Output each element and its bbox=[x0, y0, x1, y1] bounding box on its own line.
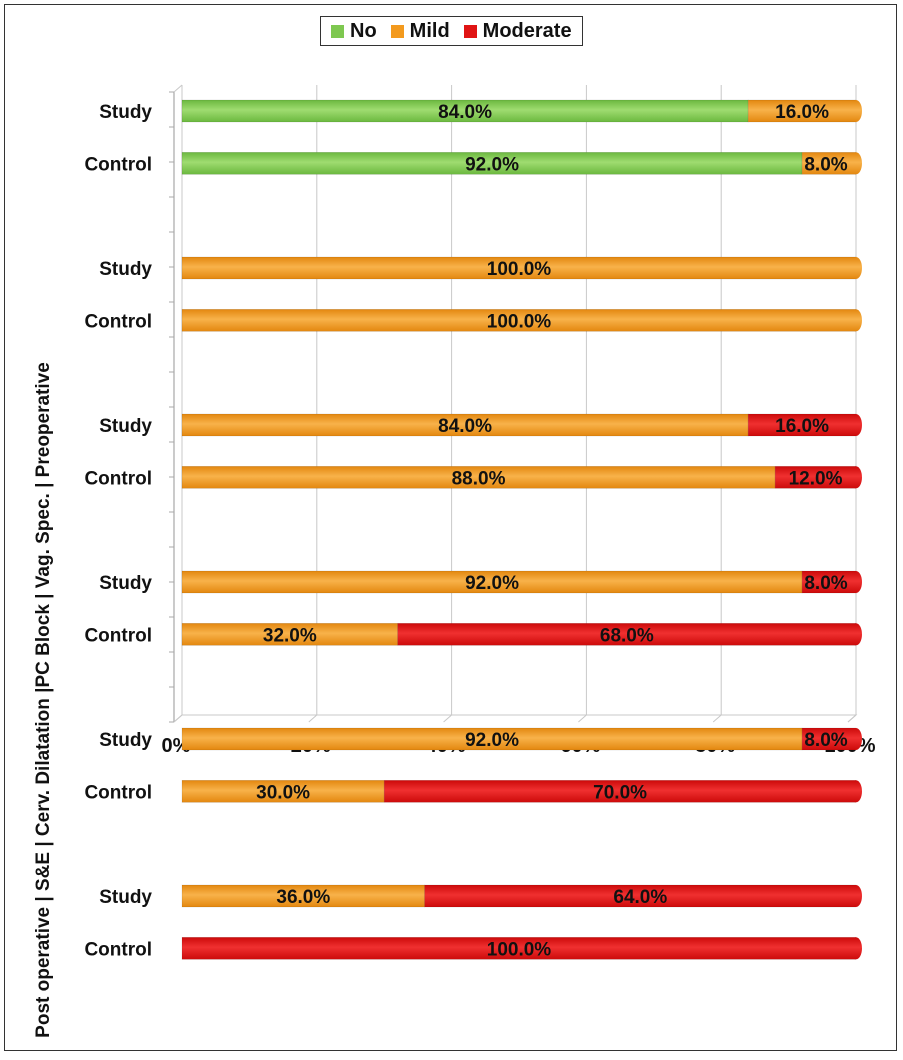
data-label: 100.0% bbox=[487, 259, 552, 280]
data-label: 92.0% bbox=[465, 730, 519, 751]
category-label: Study bbox=[99, 102, 152, 123]
legend-swatch-mild bbox=[390, 24, 404, 38]
data-label: 88.0% bbox=[452, 468, 506, 489]
category-label: Study bbox=[99, 259, 152, 280]
category-label: Study bbox=[99, 573, 152, 594]
data-label: 8.0% bbox=[804, 573, 847, 594]
data-label: 84.0% bbox=[438, 416, 492, 437]
bar-cap-mild bbox=[850, 257, 862, 279]
bar-cap-moderate bbox=[850, 623, 862, 646]
floor-edge bbox=[173, 714, 858, 723]
gridline-floor bbox=[443, 714, 452, 723]
category-label: Control bbox=[84, 154, 152, 175]
gridline-floor bbox=[578, 714, 587, 723]
category-label: Study bbox=[99, 730, 152, 751]
data-label: 92.0% bbox=[465, 154, 519, 175]
chart-frame bbox=[4, 4, 897, 1051]
data-label: 36.0% bbox=[276, 887, 330, 908]
legend-label-no: No bbox=[350, 19, 377, 42]
bar-cap-moderate bbox=[850, 571, 862, 593]
data-label: 12.0% bbox=[789, 468, 843, 489]
gridline-floor bbox=[712, 714, 722, 723]
data-label: 70.0% bbox=[593, 782, 647, 803]
legend-swatch-moderate bbox=[463, 24, 477, 38]
category-label: Study bbox=[99, 416, 152, 437]
gridline-floor bbox=[308, 714, 318, 723]
top-edge bbox=[173, 84, 183, 93]
bar-cap-moderate bbox=[850, 728, 862, 750]
legend-swatch-no bbox=[331, 24, 344, 38]
bar-cap-moderate bbox=[850, 414, 862, 436]
bar-cap-moderate bbox=[850, 466, 862, 489]
category-label: Control bbox=[84, 311, 152, 332]
data-label: 30.0% bbox=[256, 782, 310, 803]
bar-cap-mild bbox=[850, 152, 862, 175]
data-label: 100.0% bbox=[487, 939, 552, 960]
data-label: 32.0% bbox=[263, 625, 317, 646]
category-label: Control bbox=[84, 939, 152, 960]
data-label: 92.0% bbox=[465, 573, 519, 594]
category-label: Control bbox=[84, 782, 152, 803]
category-label: Control bbox=[84, 468, 152, 489]
category-label: Study bbox=[99, 887, 152, 908]
legend-item-mild: Mild bbox=[390, 19, 450, 43]
y-axis-title: Post operative | S&E | Cerv. Dilatation … bbox=[33, 362, 54, 1038]
data-label: 8.0% bbox=[804, 154, 847, 175]
bar-cap-mild bbox=[850, 100, 862, 122]
bar-cap-mild bbox=[850, 309, 862, 332]
data-label: 8.0% bbox=[804, 730, 847, 751]
legend-label-mild: Mild bbox=[409, 19, 450, 42]
legend-label-moderate: Moderate bbox=[482, 19, 572, 42]
data-label: 68.0% bbox=[600, 625, 654, 646]
bar-cap-moderate bbox=[850, 780, 862, 803]
legend-item-no: No bbox=[331, 20, 377, 43]
bar-cap-moderate bbox=[850, 937, 862, 960]
data-label: 16.0% bbox=[775, 416, 829, 437]
category-label: Control bbox=[84, 625, 152, 646]
legend: No Mild Moderate bbox=[320, 16, 583, 46]
data-label: 64.0% bbox=[613, 887, 667, 908]
data-label: 16.0% bbox=[775, 102, 829, 123]
gridline-floor bbox=[173, 714, 183, 723]
legend-item-moderate: Moderate bbox=[463, 19, 572, 43]
gridline-floor bbox=[847, 714, 857, 723]
data-label: 84.0% bbox=[438, 102, 492, 123]
bar-cap-moderate bbox=[850, 885, 862, 907]
data-label: 100.0% bbox=[487, 311, 552, 332]
